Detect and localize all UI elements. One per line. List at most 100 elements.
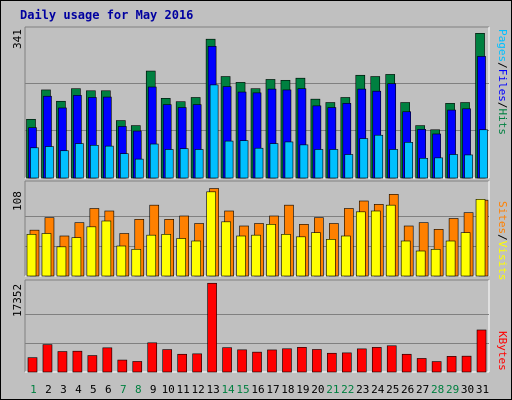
pages-bar	[90, 144, 99, 179]
pages-bar	[239, 140, 249, 179]
kbytes-bar	[327, 352, 337, 373]
visits-bar	[281, 234, 291, 277]
day-tick-label: 19	[296, 383, 309, 396]
kbytes-bar	[312, 349, 322, 373]
kbytes-bar	[342, 352, 352, 373]
day-tick-label: 10	[162, 383, 175, 396]
day-tick-label: 21	[326, 383, 339, 396]
kbytes-bar	[147, 342, 158, 373]
pages-bar	[389, 149, 399, 179]
day-tick-label: 31	[476, 383, 489, 396]
visits-bar	[296, 236, 306, 277]
visits-bar	[26, 234, 37, 277]
visits-bar	[460, 232, 471, 277]
pages-bar	[344, 154, 354, 179]
visits-bar	[385, 204, 396, 277]
legend-text: Pages	[496, 29, 509, 63]
visits-bar	[400, 240, 411, 277]
pages-bar	[359, 138, 369, 179]
pages-bar	[434, 157, 443, 179]
kbytes-bar	[222, 347, 232, 373]
day-tick-label: 23	[356, 383, 369, 396]
kbytes-bar	[117, 359, 128, 373]
day-tick-label: 5	[90, 383, 97, 396]
kbytes-bar	[207, 282, 217, 373]
visits-legend: Sites/Visits	[496, 201, 509, 281]
visits-bar	[146, 234, 157, 277]
day-tick-label: 17	[266, 383, 279, 396]
visits-bar	[161, 234, 172, 277]
visits-bar	[370, 210, 381, 277]
kbytes-bar	[192, 353, 202, 373]
visits-bar	[176, 238, 186, 277]
visits-bar	[251, 234, 261, 277]
visits-bar	[101, 220, 112, 277]
kbytes-bar	[57, 351, 68, 373]
pages-bar	[419, 157, 428, 179]
visits-bar	[71, 237, 82, 277]
visits-bar	[116, 245, 127, 277]
legend-text: /	[496, 234, 509, 241]
kbytes-bar	[461, 355, 472, 373]
day-tick-label: 28	[431, 383, 444, 396]
kbytes-bar	[356, 348, 367, 373]
visits-bar	[206, 191, 216, 277]
visits-bar	[41, 233, 52, 277]
kbytes-bar	[267, 349, 277, 373]
visits-bar	[355, 211, 366, 277]
pages-bar	[60, 150, 69, 179]
pages-bar	[194, 149, 204, 179]
kbytes-bar	[297, 347, 307, 373]
visits-ymax-label: 108	[11, 191, 24, 211]
pages-bar	[284, 141, 294, 179]
day-tick-label: 27	[416, 383, 429, 396]
kbytes-ymax-label: 17352	[11, 283, 24, 317]
visits-bar	[131, 249, 142, 277]
legend-text: Sites	[496, 201, 509, 235]
pages-bar	[254, 147, 264, 179]
kbytes-bar	[237, 349, 247, 373]
day-tick-label: 12	[192, 383, 205, 396]
kbytes-bar	[476, 329, 487, 373]
pages-bar	[30, 147, 39, 179]
day-tick-label: 29	[446, 383, 459, 396]
kbytes-bar	[252, 351, 262, 373]
legend-text: Hits	[496, 108, 509, 136]
day-tick-label: 8	[135, 383, 142, 396]
day-tick-label: 30	[461, 383, 474, 396]
pages-bar	[209, 84, 219, 179]
pages-bar	[269, 143, 279, 179]
visits-bar	[221, 221, 231, 277]
kbytes-bar	[446, 356, 457, 373]
pages-bar	[75, 143, 84, 179]
pages-bar	[479, 129, 488, 179]
hits-ymax-label: 341	[11, 29, 24, 49]
day-tick-label: 20	[311, 383, 324, 396]
visits-bar	[445, 240, 456, 277]
day-tick-label: 14	[221, 383, 235, 396]
day-tick-label: 4	[75, 383, 82, 396]
kbytes-bar	[27, 357, 38, 373]
hits-legend: Pages/Files/Hits	[496, 29, 509, 135]
kbytes-bar	[42, 344, 53, 373]
pages-bar	[449, 154, 458, 179]
visits-bar	[191, 240, 201, 277]
kbytes-bar	[72, 350, 83, 373]
kbytes-bar	[386, 345, 397, 373]
day-tick-label: 25	[386, 383, 399, 396]
visits-bar	[326, 239, 336, 277]
kbytes-bar	[177, 353, 187, 373]
day-tick-label: 7	[120, 383, 127, 396]
legend-text: /	[496, 101, 509, 109]
chart-title: Daily usage for May 2016	[20, 8, 194, 22]
pages-bar	[164, 149, 174, 179]
day-tick-label: 15	[236, 383, 249, 396]
day-tick-label: 16	[251, 383, 264, 396]
kbytes-bar	[371, 347, 382, 373]
kbytes-bar	[132, 361, 143, 373]
pages-bar	[45, 146, 54, 179]
visits-bar	[56, 246, 67, 277]
pages-bar	[179, 148, 189, 179]
visits-bar	[415, 250, 426, 277]
pages-bar	[120, 153, 129, 179]
